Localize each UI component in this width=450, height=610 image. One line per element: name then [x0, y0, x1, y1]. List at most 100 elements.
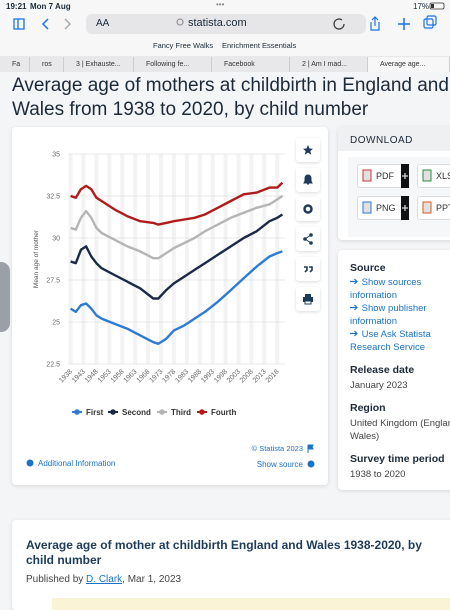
x-tick-label: 1938 — [58, 368, 74, 384]
region: United Kingdom (England & — [350, 418, 450, 429]
article-title: Average age of mother at childbirth Engl… — [26, 538, 422, 567]
y-tick-label: 32.5 — [46, 194, 60, 201]
x-tick-label: 2003 — [226, 368, 242, 384]
release-heading: Release date — [350, 364, 415, 376]
icon — [303, 233, 313, 245]
date: Mon 7 Aug — [30, 2, 71, 11]
x-tick-label: 2018 — [265, 368, 281, 384]
author[interactable]: D. Clark — [86, 574, 123, 585]
cite-button[interactable] — [296, 257, 320, 281]
legend-label: First — [86, 408, 104, 417]
x-tick-label: 1998 — [213, 368, 229, 384]
bookmark[interactable]: Fancy Free Walks — [153, 41, 214, 50]
y-axis-label: Mean age of mother — [33, 229, 40, 288]
chart-card: 1938 1943 1948 1953 1958 1963 1968 1973 1978 1983… — [12, 127, 328, 485]
flag-icon — [307, 444, 314, 453]
legend-label: Third — [171, 408, 191, 417]
show-source[interactable]: Show source — [257, 460, 304, 469]
x-tick-label: 1968 — [136, 368, 152, 384]
legend-item[interactable]: First — [72, 408, 104, 417]
legend-label: Second — [122, 408, 151, 417]
y-tick-label: 30 — [52, 236, 60, 243]
tab[interactable]: Fa — [0, 57, 30, 72]
series-line — [70, 213, 284, 300]
x-tick-label: 1973 — [148, 368, 164, 384]
published-by: Published by — [26, 574, 84, 585]
y-tick-label: 35 — [52, 152, 60, 159]
tab[interactable]: Following fe... — [134, 57, 212, 72]
release: January 2023 — [350, 380, 408, 391]
tab[interactable]: Facebook — [212, 57, 290, 72]
legend-item[interactable]: Second — [108, 408, 151, 417]
text-size[interactable]: AA — [96, 18, 110, 29]
format: PPT — [436, 203, 450, 213]
additional-info[interactable]: Additional Information — [38, 459, 115, 468]
share-button[interactable] — [296, 227, 320, 251]
series-line — [69, 250, 283, 345]
download-card: DOWNLOAD PDF XLS PNG PPT — [338, 127, 450, 240]
arrow — [350, 304, 358, 311]
x-tick-label: 1993 — [200, 368, 216, 384]
arrow — [350, 278, 358, 285]
source-link[interactable]: Show publisher information — [350, 302, 442, 328]
y-tick-label: 27.5 — [46, 278, 60, 285]
source-heading: Source — [350, 262, 386, 274]
arrow — [350, 330, 358, 337]
date: , Mar 1, 2023 — [122, 574, 182, 585]
series-line — [70, 195, 284, 260]
y-tick-label: 25 — [52, 320, 60, 327]
source-links: Show sources information Show publisher … — [350, 276, 442, 354]
link-text[interactable]: Use Ask Statista Research Service — [350, 329, 431, 353]
link-text[interactable]: Show sources information — [350, 277, 422, 301]
source-link[interactable]: Show sources information — [350, 276, 442, 302]
link-text[interactable]: Show publisher information — [350, 303, 427, 327]
x-tick-label: 1943 — [71, 368, 87, 384]
icon — [303, 145, 313, 155]
tab[interactable]: Average age... — [368, 57, 450, 72]
x-tick-label: 1983 — [174, 368, 190, 384]
chrome-icons — [13, 2, 445, 34]
region-heading: Region — [350, 402, 386, 414]
byline: Published by D. Clark, Mar 1, 2023 — [26, 574, 432, 585]
print-button[interactable] — [296, 287, 320, 311]
x-tick-label: 1948 — [84, 368, 100, 384]
info-icon — [307, 460, 315, 468]
tab[interactable]: 3 | Exhauste... — [64, 57, 134, 72]
chart: 1938194319481953195819631968197319781983… — [26, 152, 315, 469]
period-heading: Survey time period — [350, 453, 445, 465]
region: Wales) — [350, 431, 380, 442]
icon — [303, 204, 313, 214]
bookmark[interactable]: Enrichment Essentials — [222, 41, 297, 50]
article-card: Average age of mother at childbirth Engl… — [12, 520, 450, 610]
credit[interactable]: © Statista 2023 — [252, 444, 303, 453]
source-link[interactable]: Use Ask Statista Research Service — [350, 328, 442, 354]
details-card: Source Show sources information Show pub… — [338, 250, 450, 490]
x-tick-label: 1958 — [110, 368, 126, 384]
icon — [303, 174, 313, 185]
x-tick-label: 2013 — [252, 368, 268, 384]
settings-button[interactable] — [296, 197, 320, 221]
tab[interactable]: 2 | Am I mad... — [290, 57, 368, 72]
legend-label: Fourth — [211, 408, 236, 417]
side-handle[interactable] — [0, 262, 10, 332]
tab[interactable]: ros — [30, 57, 64, 72]
legend-item[interactable]: Third — [157, 408, 191, 417]
legend-item[interactable]: Fourth — [197, 408, 236, 417]
page-title: Average age of mothers at childbirth in … — [12, 75, 449, 120]
battery: 17% — [413, 2, 430, 11]
x-tick-label: 1963 — [123, 368, 139, 384]
y-tick-label: 22.5 — [46, 362, 60, 369]
pdf-button[interactable]: PDF — [357, 164, 409, 188]
dots: ••• — [216, 0, 225, 9]
download-heading: DOWNLOAD — [350, 135, 413, 146]
x-tick-label: 1953 — [97, 368, 113, 384]
icon — [303, 294, 313, 305]
format: PDF — [376, 171, 394, 181]
url[interactable]: statista.com — [188, 17, 247, 29]
icon — [304, 266, 313, 273]
format: XLS — [436, 171, 450, 181]
notify-button[interactable] — [296, 168, 320, 192]
download-header — [338, 127, 450, 151]
favorite-button[interactable] — [296, 138, 320, 162]
